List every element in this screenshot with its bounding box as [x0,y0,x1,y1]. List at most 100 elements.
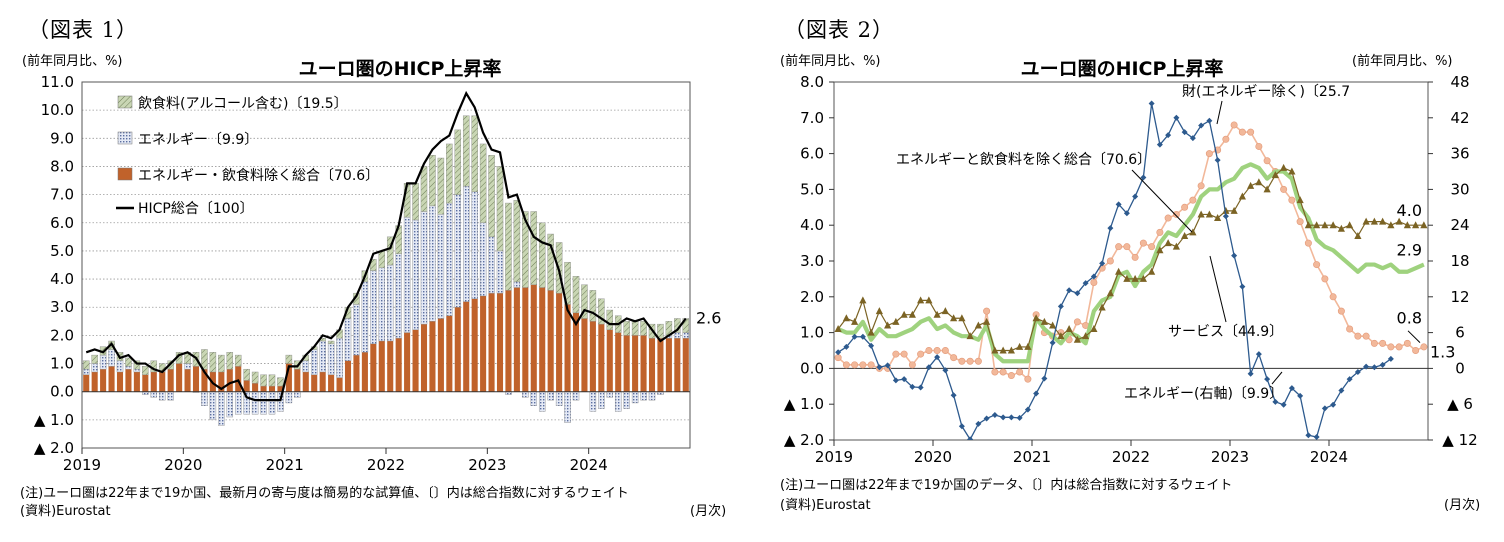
energy-point [1074,290,1081,297]
services-point [991,346,999,354]
energy-point [859,333,866,340]
goods-point [1115,243,1123,251]
energy-point [1082,280,1089,287]
food-bar [631,321,639,336]
chart-2-y-tick-label: ▲ 2.0 [784,431,824,449]
chart-1-x-tick-label: 2023 [468,456,506,474]
figure-1-x-unit: (月次) [690,504,727,519]
energy-point [1363,363,1370,370]
core-bar [496,293,504,392]
goods-point [1395,343,1403,351]
energy-point [1379,361,1386,368]
goods-point [908,361,916,369]
goods-point [1007,372,1015,380]
energy-point [975,420,982,427]
goods-point [900,350,908,358]
energy-point [1033,390,1040,397]
energy-point [950,392,957,399]
goods-point [958,357,966,365]
core-bar [539,287,546,392]
goods-point [1197,182,1205,190]
services-point [900,310,908,318]
food-bar [386,236,394,266]
figure-1-source: (資料)Eurostat [20,504,111,519]
services-point [1073,335,1081,343]
energy-point [1206,117,1213,124]
services-point [950,314,958,322]
chart-2-y2-tick-label: 30 [1450,180,1469,198]
core-bar [83,374,90,392]
food-bar [488,154,495,238]
energy-bar [370,270,377,345]
goods-point [1346,325,1354,333]
services-point [1247,181,1255,189]
latest-value-label: 2.6 [696,308,721,327]
goods-point [933,346,941,354]
goods-point [1379,339,1387,347]
energy-bar [336,338,343,378]
goods-point [842,361,850,369]
core-bar [404,332,411,392]
goods-point [1073,318,1081,326]
energy-bar [429,205,436,322]
energy-bar [82,368,90,375]
core-bar [463,301,470,392]
energy-point [1214,157,1221,164]
core-bar [547,290,554,392]
energy-point [1140,174,1147,181]
core-bar [277,386,284,392]
energy-bar [209,391,217,421]
core-bar [201,369,208,392]
chart-1-y-tick-label: 3.0 [50,298,74,316]
goods-point [1172,210,1180,218]
services-point [1040,317,1048,325]
energy-bar [631,391,639,404]
food-bar [218,354,225,373]
chart-2-series-group [834,100,1428,440]
food-bar [437,157,445,215]
energy-point [1148,100,1155,107]
services-point [884,321,892,329]
goods-point [1288,196,1296,204]
chart-1-y-tick-label: 7.0 [50,186,74,204]
energy-point [1354,368,1361,375]
figure-2-y-unit-right: (前年同月比、%) [1352,54,1453,69]
services-point [1420,221,1428,229]
food-bar [581,284,588,319]
services-latest-label: 4.0 [1397,201,1422,220]
energy-bar [150,391,158,398]
energy-point [983,415,990,422]
food-bar [125,357,132,367]
core-bar [446,315,453,392]
energy-bar [471,191,478,299]
services-point [851,317,859,325]
energy-bar [488,236,495,294]
food-bar [378,250,386,269]
core-bar [682,338,689,392]
goods-point [1387,343,1395,351]
services-point [941,307,949,315]
goods-point [1263,157,1271,165]
core-bar [294,369,301,392]
energy-bar [403,216,411,333]
food-bar [564,261,571,305]
energy-point [958,423,965,430]
services-point [1065,325,1073,333]
energy-point [1189,135,1196,142]
energy-point [843,343,850,350]
figure-2-chart: ▲ 2.0 ▲ 1.0 0.0 1.0 2.0 3.0 4.0 5.0 6.0 7.0 8.0 ▲ 1… [784,73,1478,466]
goods-point [1238,128,1246,136]
core-bar [632,335,639,392]
energy-point [868,342,875,349]
legend-food-label: 飲食料(アルコール含む)〔19.5〕 [138,95,348,112]
chart-2-y-tick-label: 2.0 [800,288,824,306]
services-point [1131,274,1139,282]
goods-label-leader [1216,100,1223,125]
services-point [1321,221,1329,229]
energy-bar [268,391,276,415]
goods-point [1181,203,1189,211]
core-bar [361,352,368,392]
goods-point [1420,343,1428,351]
energy-bar [522,391,529,398]
core-bar [268,386,276,392]
